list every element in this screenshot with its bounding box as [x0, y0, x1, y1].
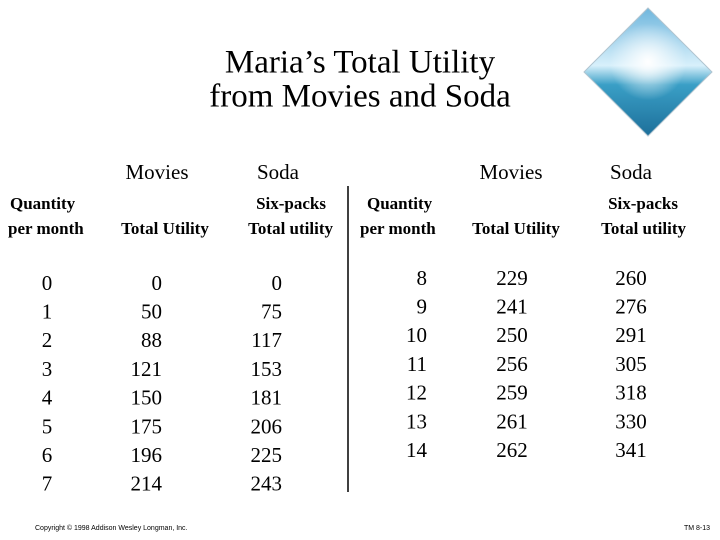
table-cell: 250 — [496, 323, 528, 347]
table-cell: 291 — [615, 323, 647, 347]
table-cell: 6 — [42, 443, 53, 467]
table-cell: 256 — [496, 352, 528, 376]
table-cell: 0 — [42, 271, 53, 295]
table-cell: 330 — [615, 409, 647, 433]
table-cell: 9 — [417, 295, 428, 319]
table-cell: 117 — [251, 328, 282, 352]
table-cell: 8 — [417, 266, 428, 290]
table-cell: 175 — [131, 414, 163, 438]
table-cell: 5 — [42, 414, 53, 438]
table-cell: 150 — [131, 386, 163, 410]
column-header: Quantity — [367, 194, 433, 213]
table-cell: 214 — [131, 472, 163, 496]
table-cell: 10 — [406, 323, 427, 347]
column-header: Total Utility — [472, 219, 560, 238]
slide-code: TM 8-13 — [684, 525, 710, 532]
table-cell: 341 — [615, 438, 647, 462]
column-header: per month — [360, 219, 436, 238]
title-line: Maria’s Total Utility — [225, 45, 496, 81]
table-cell: 305 — [615, 352, 647, 376]
group-header: Movies — [126, 160, 189, 184]
table-cell: 243 — [251, 472, 283, 496]
table-cell: 229 — [496, 266, 528, 290]
table-cell: 3 — [42, 357, 53, 381]
table-cell: 260 — [615, 266, 647, 290]
table-cell: 196 — [131, 443, 163, 467]
table-cell: 0 — [272, 271, 283, 295]
group-header: Soda — [610, 160, 653, 184]
table-cell: 241 — [496, 295, 528, 319]
column-header: Six-packs — [256, 194, 326, 213]
column-header: Six-packs — [608, 194, 678, 213]
table-cell: 318 — [615, 381, 647, 405]
table-cell: 276 — [615, 295, 647, 319]
column-header: Total utility — [601, 219, 686, 238]
table-cell: 11 — [407, 352, 427, 376]
group-header: Soda — [257, 160, 300, 184]
table-cell: 0 — [152, 271, 163, 295]
table-cell: 225 — [251, 443, 283, 467]
column-header: Total utility — [248, 219, 333, 238]
table-cell: 262 — [496, 438, 528, 462]
table-cell: 181 — [251, 386, 283, 410]
table-cell: 2 — [42, 328, 53, 352]
decor-image — [583, 7, 713, 137]
table-cell: 153 — [251, 357, 283, 381]
table-cell: 4 — [42, 386, 53, 410]
table-cell: 14 — [406, 438, 428, 462]
group-header: Movies — [480, 160, 543, 184]
table-cell: 88 — [141, 328, 162, 352]
title-line: from Movies and Soda — [209, 79, 511, 115]
table-cell: 1 — [42, 300, 53, 324]
table-cell: 50 — [141, 300, 162, 324]
table-cell: 13 — [406, 409, 427, 433]
table-cell: 12 — [406, 381, 427, 405]
table-cell: 259 — [496, 381, 528, 405]
table-cell: 121 — [131, 357, 163, 381]
column-header: per month — [8, 219, 84, 238]
table-cell: 7 — [42, 472, 53, 496]
column-header: Quantity — [10, 194, 76, 213]
table-cell: 75 — [261, 300, 282, 324]
copyright: Copyright © 1998 Addison Wesley Longman,… — [35, 524, 188, 532]
table-cell: 261 — [496, 409, 528, 433]
table-cell: 206 — [251, 414, 283, 438]
column-header: Total Utility — [121, 219, 209, 238]
